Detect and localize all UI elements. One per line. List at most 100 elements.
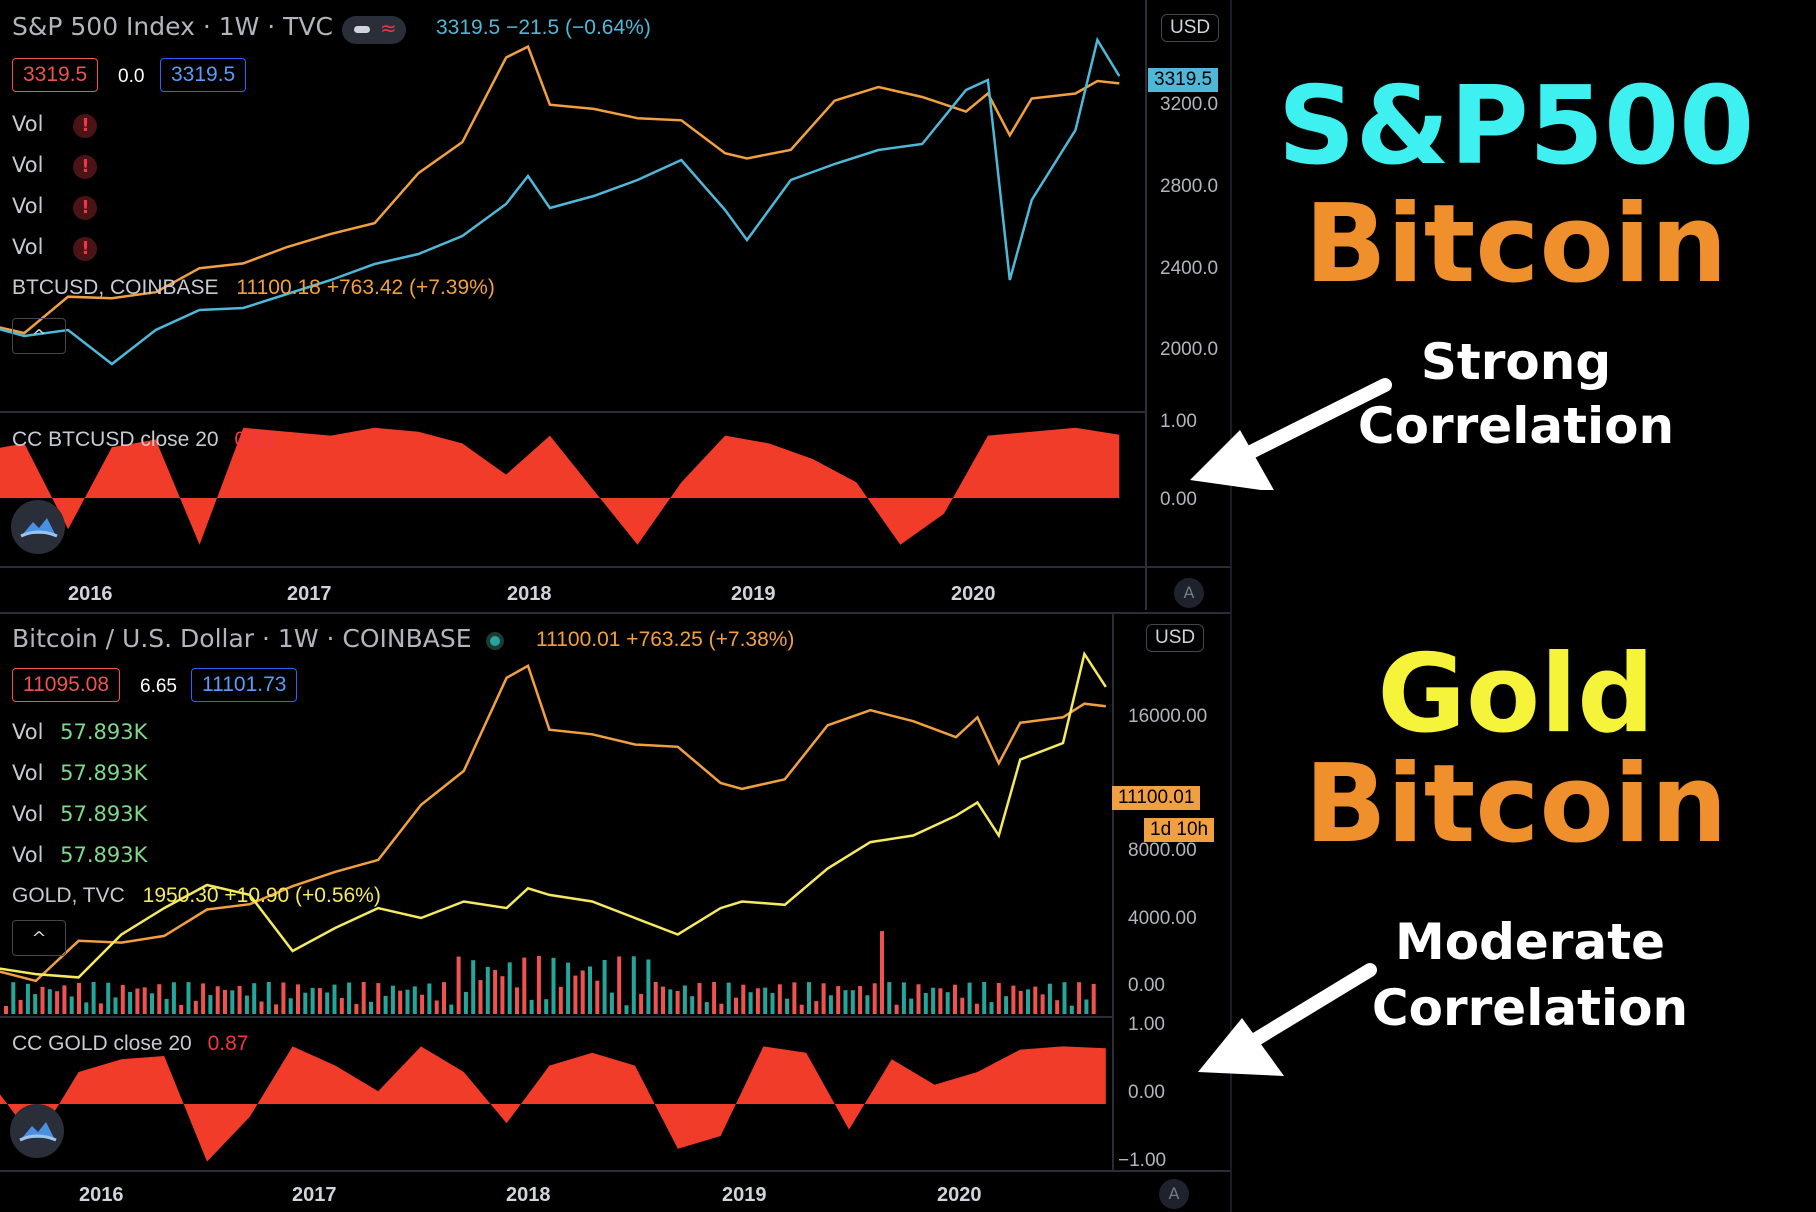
volume-bar bbox=[420, 994, 425, 1014]
bottom-price-tick: 8000.00 bbox=[1128, 840, 1197, 861]
volume-bar bbox=[726, 982, 731, 1014]
volume-bar bbox=[1033, 986, 1038, 1014]
volume-bar bbox=[1055, 1000, 1060, 1014]
bottom-indicator-tick: 1.00 bbox=[1128, 1014, 1165, 1035]
volume-bar bbox=[150, 993, 154, 1014]
volume-bar bbox=[719, 1003, 724, 1014]
top-year-tick: 2020 bbox=[951, 583, 996, 605]
volume-bar bbox=[500, 976, 505, 1014]
bottom-collapse-button[interactable]: ^ bbox=[12, 920, 66, 956]
bottom-bid-pill[interactable]: 11095.08 bbox=[12, 668, 121, 702]
volume-bar bbox=[84, 1002, 89, 1014]
volume-bar bbox=[230, 990, 235, 1014]
btc-gold-correlation-area bbox=[0, 1046, 1106, 1162]
volume-bar bbox=[361, 982, 366, 1014]
bottom-chart-panel[interactable]: Bitcoin / U.S. Dollar · 1W · COINBASE 11… bbox=[0, 614, 1230, 1212]
volume-bar bbox=[135, 988, 140, 1014]
top-series-toggle[interactable]: ≈ bbox=[342, 16, 406, 44]
volume-bar bbox=[712, 982, 717, 1014]
top-bid-pill[interactable]: 3319.5 bbox=[12, 58, 99, 92]
volume-bar bbox=[296, 984, 300, 1014]
bottom-ask-pill[interactable]: 11101.73 bbox=[191, 668, 298, 702]
volume-bar bbox=[332, 984, 337, 1014]
volume-bar bbox=[317, 988, 322, 1014]
warning-icon[interactable]: ! bbox=[73, 196, 98, 220]
volume-bar bbox=[288, 998, 293, 1014]
top-quote: 3319.5 −21.5 (−0.64%) bbox=[436, 16, 651, 39]
vol-value: 57.893K bbox=[60, 720, 148, 744]
volume-bar bbox=[566, 962, 571, 1014]
volume-bar bbox=[639, 993, 644, 1014]
volume-bar bbox=[865, 995, 870, 1014]
moderate-caption: Moderate bbox=[1394, 913, 1666, 971]
vol-label: Vol bbox=[12, 194, 44, 218]
volume-bar bbox=[485, 966, 490, 1014]
warning-icon[interactable]: ! bbox=[73, 114, 98, 138]
volume-bar bbox=[923, 993, 928, 1014]
top-vol-row: Vol! bbox=[12, 194, 98, 220]
bottom-price-tick: 4000.00 bbox=[1128, 908, 1197, 929]
top-auto-scale-button[interactable]: A bbox=[1174, 578, 1204, 608]
volume-bar bbox=[347, 982, 352, 1014]
volume-bar bbox=[675, 990, 680, 1014]
volume-bar bbox=[171, 982, 176, 1014]
volume-bar bbox=[303, 992, 308, 1014]
top-ask-pill[interactable]: 3319.5 bbox=[160, 58, 247, 92]
top-tradingview-logo-button[interactable] bbox=[11, 500, 65, 554]
volume-bar bbox=[25, 983, 30, 1014]
top-chart-panel[interactable]: S&P 500 Index · 1W · TVC ≈ 3319.5 −21.5 … bbox=[0, 0, 1230, 612]
volume-bar bbox=[580, 970, 585, 1014]
volume-bar bbox=[697, 983, 702, 1014]
arrow-icon bbox=[1198, 963, 1377, 1076]
chevron-up-icon: ^ bbox=[31, 928, 47, 949]
top-indicator-plot[interactable] bbox=[0, 414, 1145, 564]
volume-bar bbox=[763, 987, 768, 1014]
volume-bar bbox=[69, 996, 74, 1014]
top-price-plot[interactable] bbox=[0, 0, 1145, 410]
volume-bar bbox=[1026, 989, 1030, 1014]
volume-bar bbox=[266, 982, 271, 1014]
gold-heading: Gold bbox=[1377, 632, 1655, 757]
volume-bar bbox=[157, 984, 162, 1014]
volume-bar bbox=[850, 990, 855, 1014]
top-price-tick: 2400.0 bbox=[1160, 258, 1219, 279]
bottom-tradingview-logo-button[interactable] bbox=[10, 1104, 64, 1158]
top-collapse-button[interactable]: ^ bbox=[12, 318, 66, 354]
bottom-year-tick: 2019 bbox=[722, 1184, 767, 1206]
bottom-vol-row: Vol 57.893K bbox=[12, 761, 147, 785]
volume-bar bbox=[799, 1004, 804, 1014]
warning-icon[interactable]: ! bbox=[73, 155, 98, 179]
bottom-vol-row: Vol 57.893K bbox=[12, 802, 147, 826]
bottom-currency-button[interactable]: USD bbox=[1146, 624, 1205, 652]
bottom-quote: 11100.01 +763.25 (+7.38%) bbox=[536, 628, 795, 651]
volume-bar bbox=[821, 983, 826, 1014]
top-currency-button[interactable]: USD bbox=[1161, 14, 1220, 42]
strong-caption: Strong bbox=[1420, 333, 1612, 391]
volume-bar bbox=[193, 1000, 198, 1014]
volume-bar bbox=[1062, 982, 1067, 1014]
volume-bar bbox=[142, 987, 147, 1014]
bottom-indicator-tick: −1.00 bbox=[1118, 1150, 1167, 1171]
top-year-tick: 2016 bbox=[68, 583, 113, 605]
bottom-chart-title: Bitcoin / U.S. Dollar · 1W · COINBASE bbox=[12, 624, 472, 653]
vol-label: Vol bbox=[12, 843, 44, 867]
volume-bar bbox=[1084, 999, 1089, 1014]
overlay-name: GOLD, TVC bbox=[12, 884, 125, 907]
bottom-indicator-plot[interactable] bbox=[0, 1020, 1112, 1170]
volume-bar bbox=[609, 992, 614, 1014]
volume-bar bbox=[40, 986, 45, 1014]
warning-icon[interactable]: ! bbox=[73, 237, 98, 261]
bottom-price-plot[interactable] bbox=[0, 614, 1112, 1016]
bottom-auto-scale-button[interactable]: A bbox=[1159, 1179, 1189, 1209]
bottom-overlay-legend: GOLD, TVC 1950.30 +10.90 (+0.56%) bbox=[12, 884, 381, 908]
volume-bar bbox=[507, 962, 512, 1014]
volume-bar bbox=[544, 999, 549, 1014]
volume-bar bbox=[18, 999, 23, 1014]
vol-label: Vol bbox=[12, 235, 44, 259]
volume-bar bbox=[244, 995, 249, 1014]
top-year-tick: 2018 bbox=[507, 583, 552, 605]
volume-bar bbox=[55, 991, 60, 1014]
bottom-year-tick: 2016 bbox=[79, 1184, 124, 1206]
vol-value: 57.893K bbox=[60, 761, 148, 785]
volume-bar bbox=[47, 989, 52, 1014]
